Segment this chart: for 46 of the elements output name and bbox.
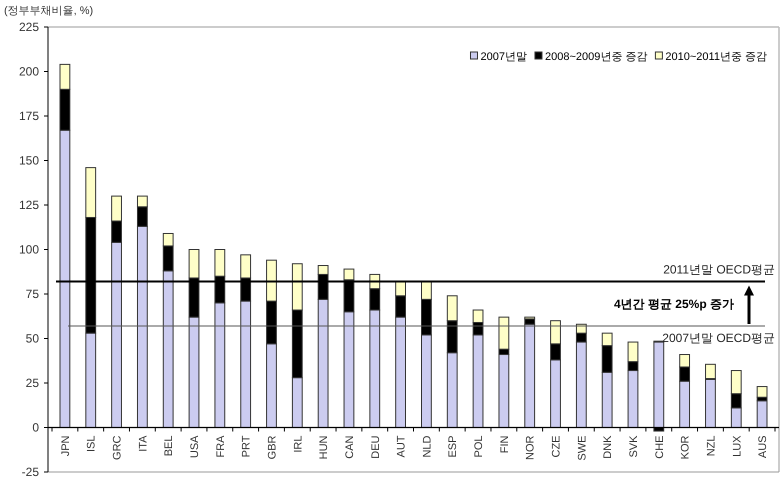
x-tick-label: USA (189, 434, 202, 458)
x-tick-label: ESP (447, 436, 460, 458)
x-tick-label: ISL (86, 436, 98, 452)
annotation: 4년간 평균 25%p 증가 (614, 296, 734, 311)
y-tick-label: 150 (18, 154, 40, 168)
x-tick-label: GRC (112, 435, 124, 460)
y-tick-label: 225 (18, 20, 40, 34)
y-axis-title: (정부부채비율, %) (4, 5, 94, 17)
x-tick-label: HUN (318, 435, 330, 460)
x-tick-label: CHE (654, 436, 666, 459)
y-tick-label: 25 (26, 376, 40, 390)
legend-label: 2010~2011년중 증감 (665, 51, 767, 63)
x-tick-label: CZE (550, 436, 563, 458)
ref-line-label: 2011년말 OECD평균 (663, 262, 775, 277)
x-tick-label: NOR (524, 435, 537, 460)
x-tick-label: DEU (370, 435, 382, 459)
x-tick-label: ITA (137, 434, 150, 452)
x-tick-label: CAN (344, 435, 356, 459)
y-tick-label: 200 (18, 64, 40, 78)
x-tick-label: BEL (163, 436, 176, 456)
x-tick-label: NZL (705, 436, 718, 456)
legend-label: 2008~2009년중 증감 (544, 51, 648, 63)
legend-label: 2007년말 (480, 51, 527, 63)
x-tick-label: NLD (421, 435, 434, 458)
y-tick-label: 100 (18, 242, 40, 256)
x-tick-label: AUS (757, 436, 770, 458)
x-tick-label: GBR (266, 435, 278, 460)
x-tick-label: IRL (292, 436, 304, 453)
x-tick-label: SVK (628, 434, 640, 458)
x-tick-label: SWE (576, 436, 588, 461)
y-tick-label: -25 (22, 465, 40, 479)
x-tick-label: LUX (731, 434, 744, 457)
x-tick-label: PRT (240, 435, 253, 458)
y-tick-label: 0 (32, 420, 40, 434)
x-tick-label: POL (473, 436, 486, 458)
x-tick-label: KOR (680, 435, 692, 460)
x-tick-label: JPN (60, 435, 72, 456)
y-tick-label: 75 (26, 287, 40, 301)
x-tick-label: AUT (396, 435, 408, 458)
ref-line-label: 2007년말 OECD평균 (662, 331, 775, 346)
y-tick-label: 50 (26, 332, 40, 346)
x-tick-label: FIN (498, 435, 511, 454)
y-tick-label: 125 (18, 198, 40, 212)
y-tick-label: 175 (18, 109, 40, 123)
x-tick-label: DNK (602, 434, 614, 459)
x-tick-label: FRA (214, 434, 227, 458)
